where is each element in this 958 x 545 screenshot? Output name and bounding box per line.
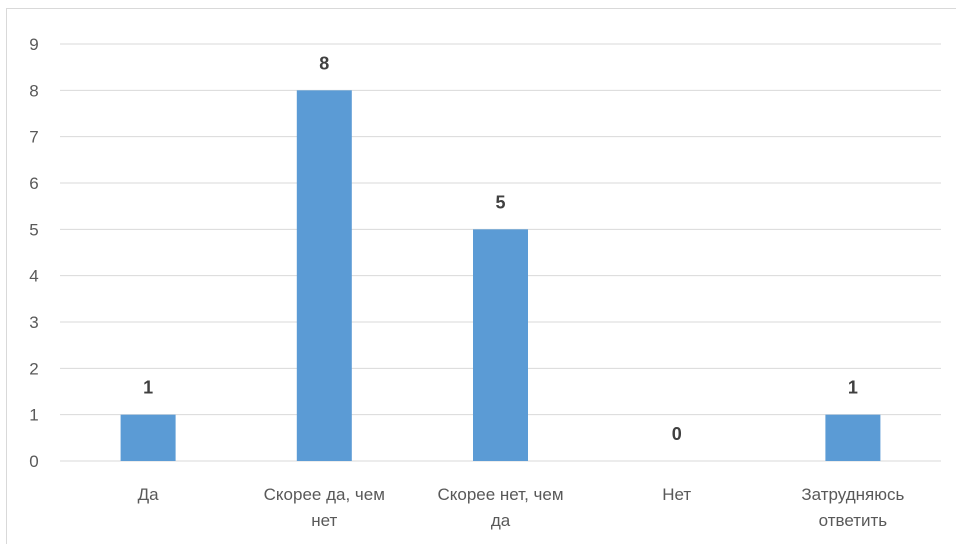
category-label: Нет	[662, 485, 691, 504]
category-label: нет	[311, 511, 337, 530]
category-label: Да	[138, 485, 160, 504]
category-label: Затрудняюсь	[801, 485, 904, 504]
data-label: 1	[143, 378, 153, 398]
category-label: да	[491, 511, 511, 530]
y-tick-label: 8	[29, 81, 38, 100]
y-axis-ticks: 0 1 2 3 4 5 6 7 8 9	[29, 35, 38, 471]
y-tick-label: 7	[29, 128, 38, 147]
y-tick-label: 3	[29, 313, 38, 332]
bar-0	[120, 414, 176, 461]
y-tick-label: 0	[29, 452, 38, 471]
data-label: 5	[495, 192, 505, 212]
data-labels: 1 8 5 0 1	[143, 53, 858, 444]
data-label: 1	[848, 378, 858, 398]
category-label: ответить	[819, 511, 888, 530]
bar-1	[296, 90, 352, 461]
category-label: Скорее да, чем	[264, 485, 385, 504]
y-tick-label: 6	[29, 174, 38, 193]
data-label: 0	[672, 424, 682, 444]
y-tick-label: 5	[29, 220, 38, 239]
y-tick-label: 9	[29, 35, 38, 54]
bar-4	[825, 414, 881, 461]
bars	[120, 90, 881, 461]
data-label: 8	[319, 53, 329, 73]
y-tick-label: 1	[29, 406, 38, 425]
y-tick-label: 2	[29, 359, 38, 378]
y-tick-label: 4	[29, 267, 38, 286]
x-axis-categories: Да Скорее да, чем нет Скорее нет, чем да Нет З…	[138, 485, 905, 530]
category-label: Скорее нет, чем	[437, 485, 563, 504]
bar-2	[473, 229, 528, 461]
